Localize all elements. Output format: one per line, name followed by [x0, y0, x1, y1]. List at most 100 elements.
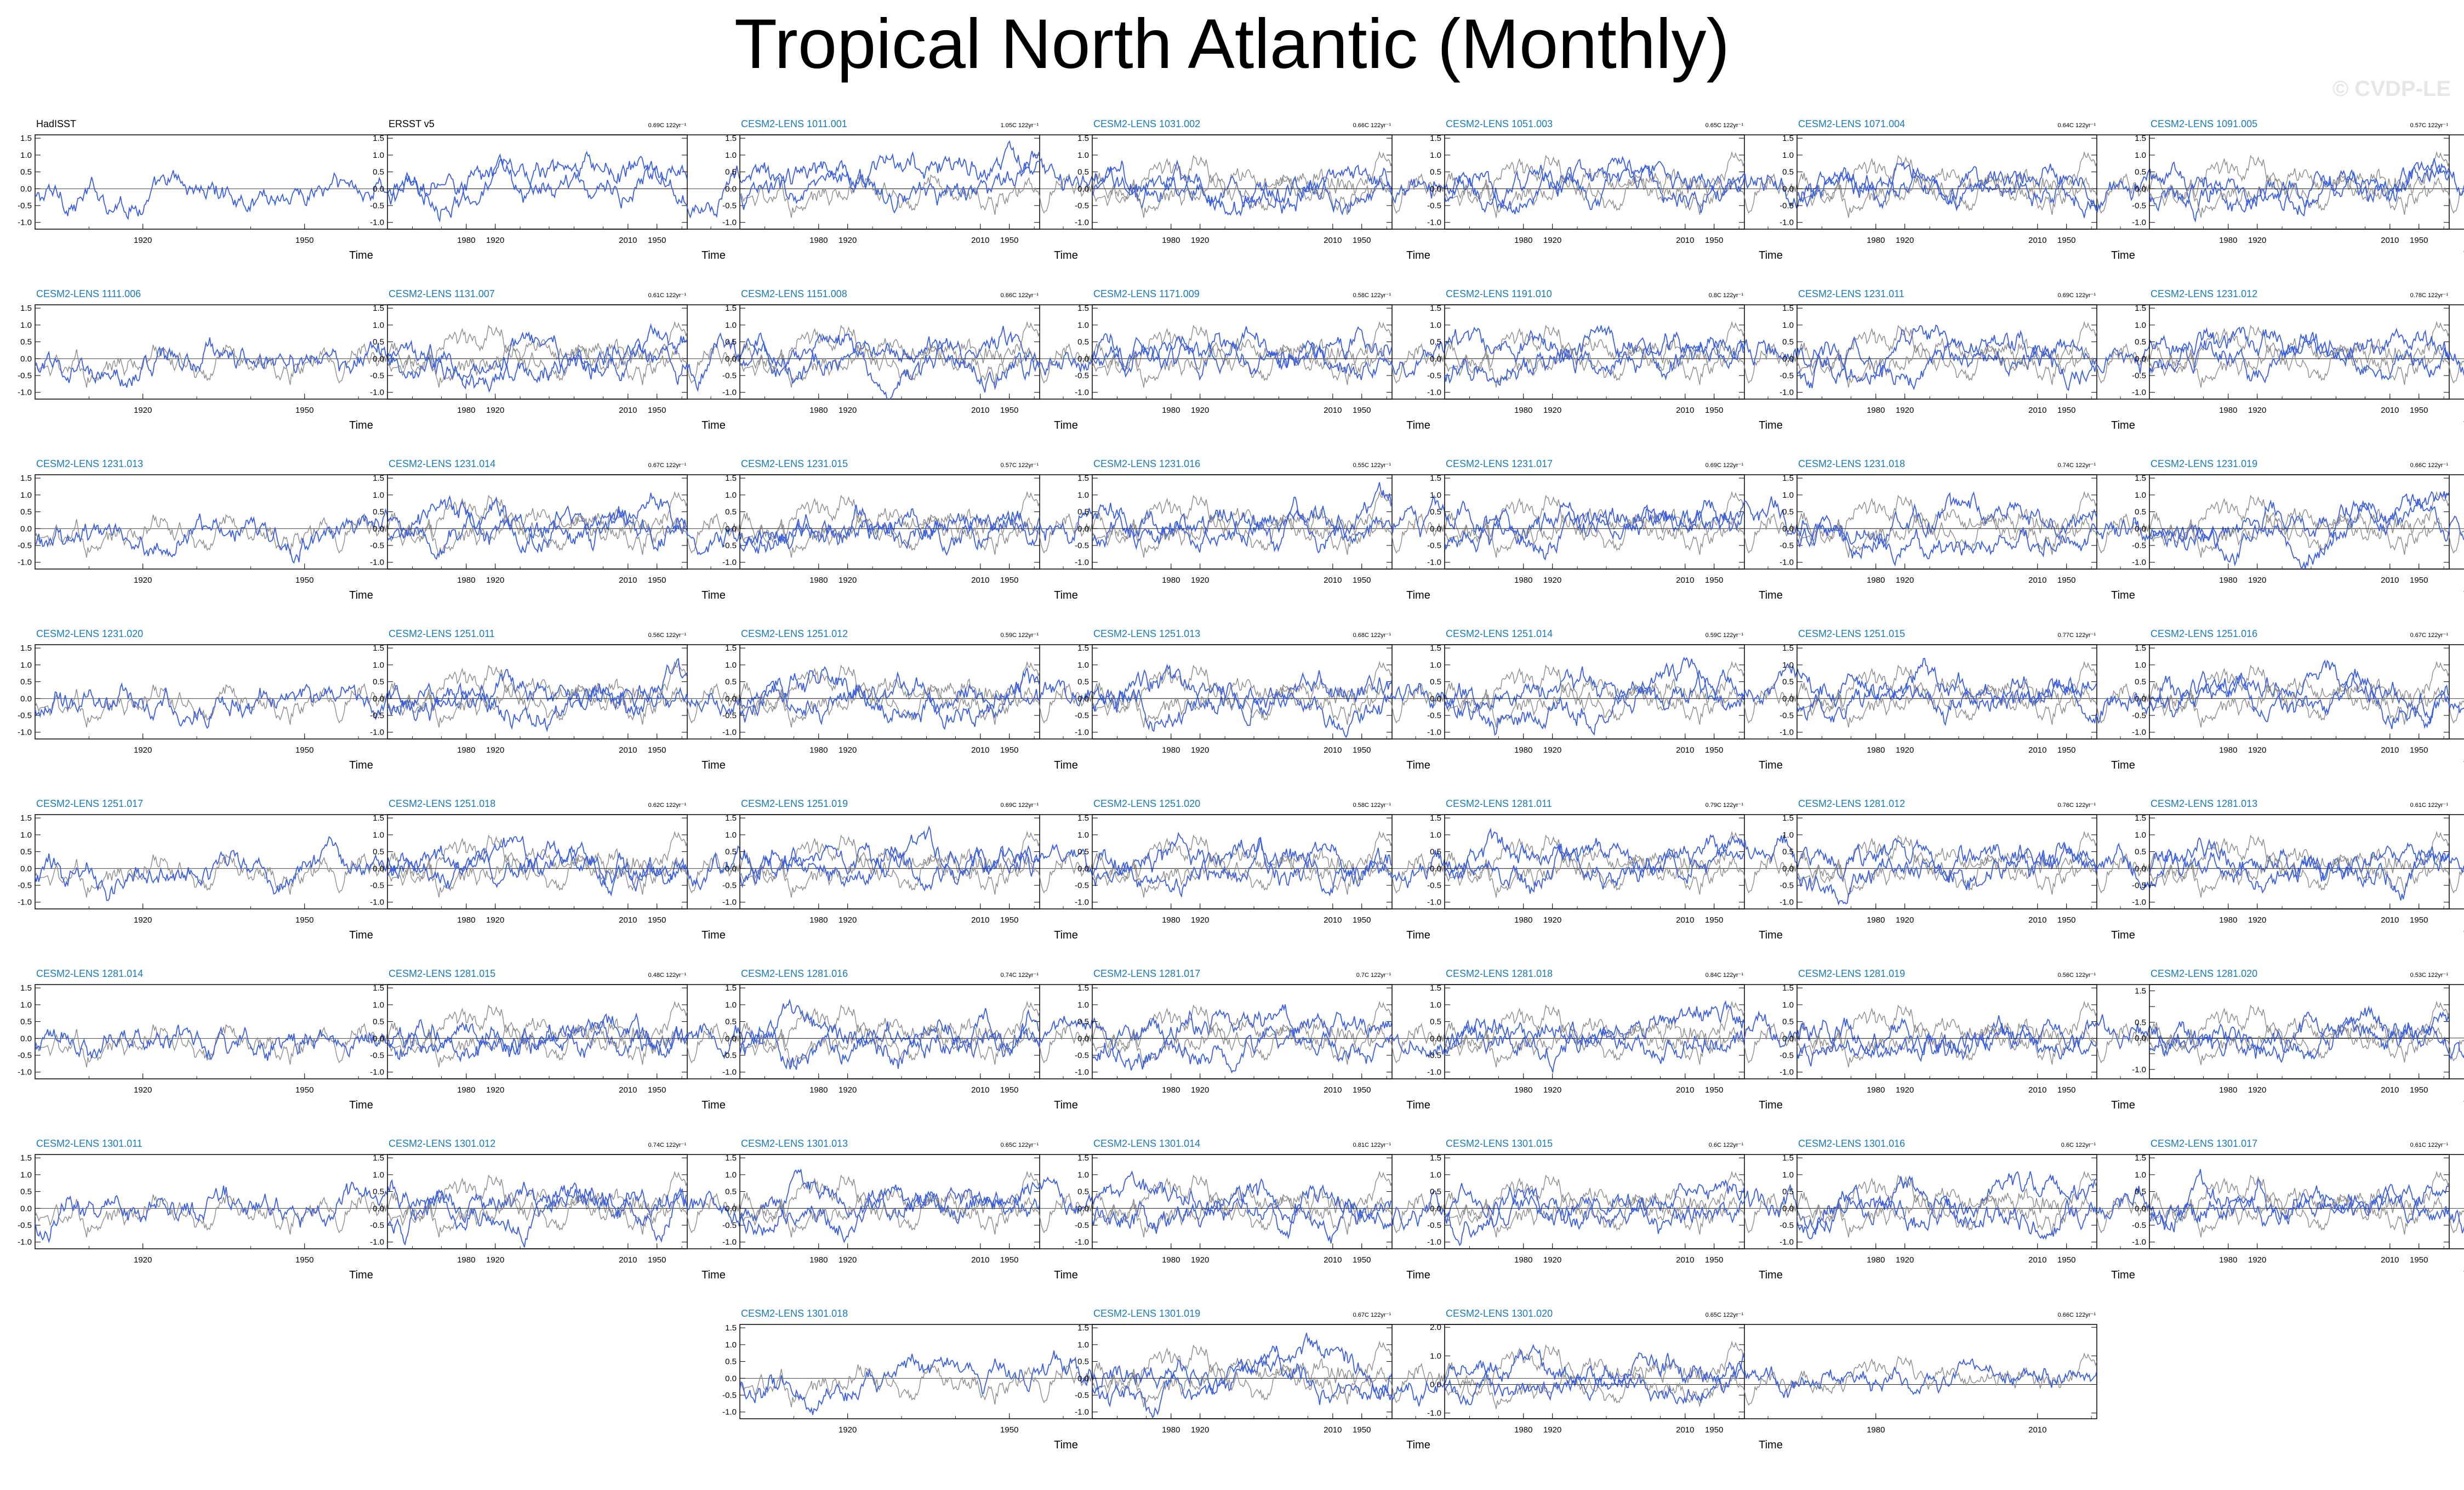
- x-axis-label: Time: [1759, 1269, 1783, 1281]
- x-tick-label: 1950: [2057, 1085, 2075, 1095]
- x-tick-label: 1950: [1705, 915, 1723, 925]
- panel-title: CESM2-LENS 1301.016: [1798, 1138, 1905, 1149]
- observed-reference-line: [1092, 151, 1744, 218]
- panel-trend-label: 0.59C 122yr⁻¹: [1001, 632, 1039, 639]
- observed-reference-line: [1092, 1000, 1744, 1068]
- y-tick-label: -1.0: [1779, 218, 1794, 228]
- panel-title: CESM2-LENS 1301.018: [741, 1308, 848, 1319]
- y-tick-label: -0.5: [1779, 881, 1794, 890]
- observed-reference-line: [35, 321, 687, 388]
- x-axis-label: Time: [701, 1099, 726, 1111]
- panel-title: CESM2-LENS 1301.015: [1446, 1138, 1553, 1149]
- y-tick-label: 1.0: [1077, 831, 1089, 840]
- chart-panel: CESM2-LENS 1301.020 0.66C 122yr⁻¹ 2.0 1.0 0.…: [1427, 1308, 2097, 1451]
- y-tick-label: 1.0: [1430, 1351, 1441, 1361]
- series-line: [740, 482, 1392, 553]
- series-line: [740, 1170, 1392, 1244]
- chart-panel: CESM2-LENS 1281.015 0.74C 122yr⁻¹ 1.5 1.0 0.…: [370, 968, 1040, 1111]
- y-tick-label: 0.5: [725, 508, 737, 517]
- x-tick-label: 2010: [619, 746, 637, 755]
- x-tick-label: 1980: [2219, 1255, 2237, 1265]
- y-tick-label: 0.0: [725, 354, 737, 363]
- x-tick-label: 1950: [2410, 576, 2428, 585]
- y-tick-label: 1.0: [1782, 491, 1794, 500]
- series-line: [387, 504, 1040, 560]
- y-tick-label: -0.5: [1779, 711, 1794, 720]
- x-tick-label: 1920: [2248, 915, 2266, 925]
- y-tick-label: 0.0: [373, 184, 384, 194]
- y-tick-label: -1.0: [370, 388, 384, 397]
- x-axis-label: Time: [1759, 929, 1783, 941]
- y-tick-label: 1.0: [373, 1000, 384, 1010]
- chart-panel: CESM2-LENS 1031.002 0.65C 122yr⁻¹ 1.5 1.0 0.…: [1075, 118, 1745, 261]
- y-tick-label: 0.5: [1782, 848, 1794, 857]
- x-tick-label: 1920: [839, 746, 857, 755]
- x-tick-label: 2010: [2028, 236, 2046, 245]
- y-tick-label: -0.5: [1779, 1221, 1794, 1230]
- x-tick-label: 1980: [1162, 1085, 1180, 1095]
- plot-frame: [2149, 814, 2464, 909]
- y-tick-label: -0.5: [370, 711, 384, 720]
- y-tick-label: 0.5: [20, 848, 32, 857]
- y-tick-label: 0.5: [725, 168, 737, 177]
- x-tick-label: 1920: [134, 406, 152, 415]
- series-line: [740, 832, 1392, 892]
- series-line: [740, 157, 1392, 214]
- chart-panel: CESM2-LENS 1281.014 0.48C 122yr⁻¹ 1.5 1.0 0.…: [18, 968, 688, 1111]
- y-tick-label: 1.0: [1430, 151, 1441, 160]
- y-tick-label: -1.0: [2132, 388, 2146, 397]
- y-tick-label: -1.0: [370, 218, 384, 228]
- y-tick-label: 0.5: [373, 678, 384, 687]
- y-tick-label: -1.0: [1075, 1408, 1089, 1417]
- y-tick-label: 0.5: [373, 1017, 384, 1027]
- panel-trend-label: 0.67C 122yr⁻¹: [648, 462, 687, 469]
- series-line: [1797, 837, 2449, 906]
- x-axis-label: Time: [701, 1269, 726, 1281]
- y-tick-label: 0.5: [725, 1357, 737, 1367]
- y-tick-label: 0.0: [1782, 1204, 1794, 1213]
- panel-trend-label: 0.7C 122yr⁻¹: [1356, 972, 1391, 979]
- plot-frame: [1796, 304, 2450, 400]
- observed-reference-line: [2149, 174, 2464, 218]
- x-tick-label: 1980: [1867, 1085, 1885, 1095]
- x-tick-label: 2010: [1676, 1085, 1694, 1095]
- x-tick-label: 1980: [1867, 1255, 1885, 1265]
- y-tick-label: 0.0: [373, 1034, 384, 1043]
- x-tick-label: 1920: [134, 576, 152, 585]
- observed-reference-line: [1092, 1340, 1744, 1408]
- observed-reference-line: [35, 831, 687, 898]
- y-tick-label: 0.5: [20, 168, 32, 177]
- panel-trend-label: 0.78C 122yr⁻¹: [2410, 292, 2449, 299]
- x-tick-label: 1980: [1867, 746, 1885, 755]
- x-tick-label: 1920: [1896, 406, 1914, 415]
- observed-reference-line: [2149, 344, 2464, 388]
- panel-title: CESM2-LENS 1231.019: [2151, 458, 2257, 469]
- series-line: [2149, 167, 2464, 217]
- y-tick-label: 1.0: [1077, 661, 1089, 670]
- observed-reference-line: [740, 491, 1392, 558]
- x-tick-label: 1950: [1353, 746, 1371, 755]
- x-tick-label: 2010: [1324, 746, 1342, 755]
- y-tick-label: 0.0: [20, 184, 32, 194]
- y-tick-label: -1.0: [1779, 898, 1794, 907]
- x-tick-label: 2010: [2381, 1255, 2399, 1265]
- y-tick-label: -0.5: [2132, 201, 2146, 211]
- x-axis-label: Time: [1054, 1099, 1078, 1111]
- panel-title: CESM2-LENS 1231.014: [389, 458, 495, 469]
- series-line: [740, 1004, 1392, 1070]
- series-line: [1092, 494, 1744, 554]
- y-tick-label: -1.0: [1779, 1238, 1794, 1247]
- y-tick-label: 1.5: [1430, 983, 1441, 993]
- x-tick-label: 1950: [1705, 406, 1723, 415]
- x-tick-label: 1920: [1543, 915, 1561, 925]
- panel-title: CESM2-LENS 1251.018: [389, 798, 495, 809]
- y-tick-label: 0.0: [725, 1204, 737, 1213]
- y-tick-label: 1.0: [373, 491, 384, 500]
- y-tick-label: -0.5: [18, 881, 32, 890]
- y-tick-label: -1.0: [722, 218, 737, 228]
- y-tick-label: 0.0: [1782, 864, 1794, 873]
- series-line: [740, 1333, 1392, 1415]
- panel-title: CESM2-LENS 1251.012: [741, 628, 848, 639]
- y-tick-label: -1.0: [722, 388, 737, 397]
